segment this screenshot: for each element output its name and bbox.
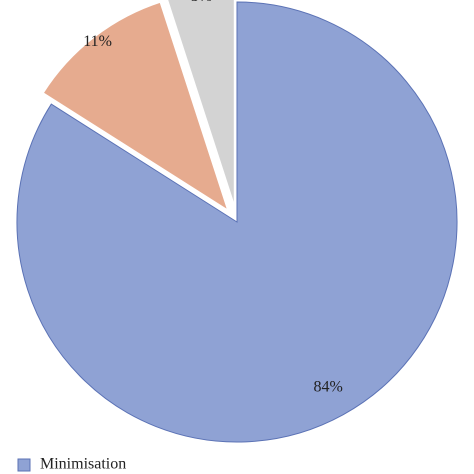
pie-slice bbox=[41, 0, 231, 214]
data-label: 5% bbox=[191, 0, 212, 5]
pie-slice bbox=[166, 0, 236, 209]
data-label: 11% bbox=[83, 33, 112, 50]
data-label: 84% bbox=[313, 378, 342, 395]
pie-slice bbox=[16, 1, 458, 443]
legend-label: Minimisation bbox=[40, 456, 126, 473]
legend-swatch bbox=[17, 458, 31, 472]
